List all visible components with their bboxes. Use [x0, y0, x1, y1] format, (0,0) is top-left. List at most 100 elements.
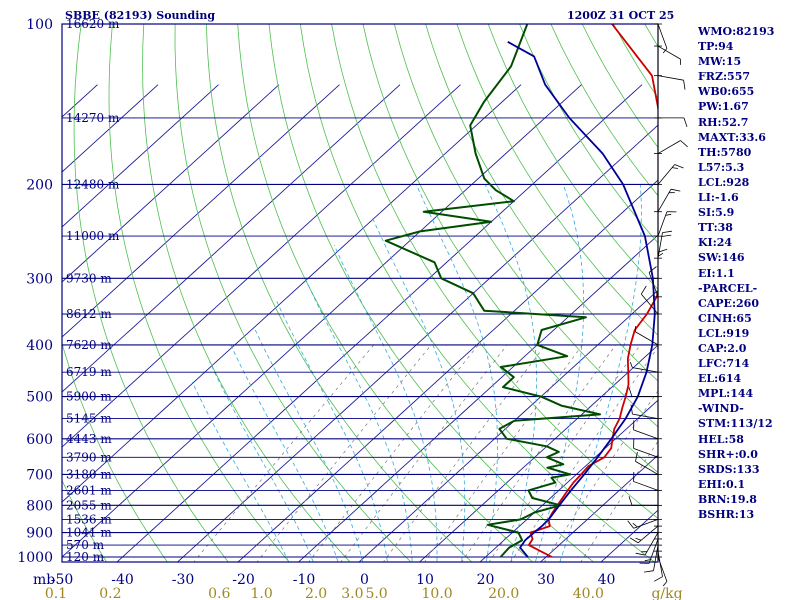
index-line: SHR+:0.0 — [698, 447, 758, 461]
moist-adiabat-line — [191, 382, 290, 562]
index-line: CAP:2.0 — [698, 341, 747, 355]
index-line: FRZ:557 — [698, 70, 751, 84]
wind-barb-shaft — [657, 551, 663, 577]
height-label: 16620 m — [66, 17, 120, 31]
isotherm-line — [297, 234, 658, 562]
dry-adiabat-line — [393, 24, 658, 428]
wind-barb-shaft — [657, 164, 676, 185]
dry-adiabat-line — [331, 24, 658, 520]
pressure-tick-label: 100 — [26, 17, 53, 33]
pressure-tick-label: 400 — [26, 338, 53, 354]
wind-barb-shaft — [633, 519, 659, 529]
index-line: CAPE:260 — [698, 296, 759, 310]
wind-barb-flag — [644, 570, 654, 573]
isotherm-line — [62, 84, 401, 393]
wind-barb-flag — [628, 496, 633, 506]
temperature-tick-label: 40 — [598, 572, 616, 588]
moist-adiabat-line — [304, 278, 413, 562]
mixing-ratio-label: 0.6 — [208, 586, 230, 600]
isotherm-line — [358, 289, 658, 562]
dry-adiabat-line — [425, 24, 658, 382]
index-line: WB0:655 — [698, 85, 755, 99]
index-line: MW:15 — [698, 55, 742, 69]
dry-adiabat-line — [206, 24, 473, 562]
dry-adiabat-line — [456, 24, 658, 336]
wind-barb-shaft — [657, 45, 681, 60]
wind-barb-shaft — [657, 232, 663, 259]
dry-adiabat-line — [487, 24, 658, 290]
wind-barb-flag — [654, 576, 663, 582]
dry-adiabat-line — [108, 24, 290, 562]
mixing-ratio-label: 1.0 — [251, 586, 273, 600]
wind-barb-shaft — [632, 413, 659, 420]
isotherm-line — [62, 84, 461, 448]
height-label: 1041 m — [66, 526, 112, 540]
height-label: 14270 m — [66, 111, 120, 125]
mixing-ratio-label: 0.2 — [99, 586, 121, 600]
index-line: L57:5.3 — [698, 160, 745, 174]
height-label: 2055 m — [66, 498, 112, 512]
wind-profile — [627, 23, 688, 587]
index-line: MPL:144 — [698, 387, 754, 401]
index-line: STM:113/12 — [698, 417, 773, 431]
pressure-tick-label: 300 — [26, 271, 53, 287]
index-line: SI:5.9 — [698, 206, 735, 220]
mixing-ratio-line — [382, 344, 546, 562]
temperature-tick-label: 30 — [537, 572, 555, 588]
isotherm-line — [62, 84, 340, 338]
wind-barb-shaft — [648, 272, 659, 297]
temperature-tick-label: -20 — [232, 572, 255, 588]
height-label: 6719 m — [66, 365, 112, 379]
index-line: RH:52.7 — [698, 115, 749, 129]
temperature-tick-label: -50 — [51, 572, 74, 588]
wind-barb-flag — [635, 552, 646, 556]
temperature-tick-label: -10 — [293, 572, 316, 588]
wind-barb-shaft — [653, 545, 659, 571]
isotherm-line — [600, 509, 658, 562]
temperature-tick-label: 0 — [360, 572, 369, 588]
temperature-tick-label: 10 — [416, 572, 434, 588]
wind-barb-flag — [674, 164, 684, 169]
index-line: LI:-1.6 — [698, 191, 739, 205]
dry-adiabat-line — [268, 24, 595, 562]
isotherm-line — [62, 84, 582, 558]
wind-barb-flag — [670, 188, 681, 192]
wind-barb-flag — [629, 362, 633, 368]
wind-barb-shaft — [633, 429, 659, 440]
isotherm-line — [62, 84, 280, 283]
dewpoint-trace — [384, 24, 601, 558]
wind-barb-flag — [665, 213, 672, 216]
index-line: EHI:0.1 — [698, 477, 746, 491]
mixing-ratio-label: 10.0 — [422, 586, 453, 600]
wind-barb-flag — [680, 140, 688, 148]
mixing-ratio-line — [340, 344, 508, 562]
wind-barb-flag — [683, 80, 686, 90]
wind-barb-flag — [662, 581, 668, 587]
wind-barb-shaft — [637, 525, 659, 544]
wind-barb-shaft — [635, 461, 659, 475]
index-line: LCL:919 — [698, 326, 750, 340]
moist-adiabat-line — [415, 184, 498, 562]
index-line: TH:5780 — [698, 145, 752, 159]
height-label: 1536 m — [66, 512, 112, 526]
wind-barb-flag — [657, 252, 664, 257]
mixing-ratio-label: 5.0 — [365, 586, 387, 600]
station-title: SBBE (82193) Sounding — [65, 9, 216, 22]
mixing-ratio-label: 2.0 — [305, 586, 327, 600]
temperature-tick-label: -40 — [111, 572, 134, 588]
moist-adiabat-line — [253, 326, 364, 562]
wind-barb-flag — [632, 522, 638, 528]
index-line: -WIND- — [698, 402, 744, 416]
mixing-ratio-line — [308, 344, 479, 562]
pressure-tick-label: 1000 — [17, 550, 53, 566]
moist-adiabat-line — [371, 216, 466, 562]
wind-barb-flag — [629, 537, 639, 544]
wind-barb-flag — [672, 167, 678, 169]
dry-adiabat-line — [174, 24, 412, 562]
index-line: EL:614 — [698, 372, 742, 386]
pressure-tick-label: 600 — [26, 432, 53, 448]
mixing-ratio-line — [580, 440, 658, 562]
dry-adiabat-line — [299, 24, 656, 562]
dry-adiabat-line — [62, 479, 108, 562]
mixing-ratio-label: 3.0 — [341, 586, 363, 600]
